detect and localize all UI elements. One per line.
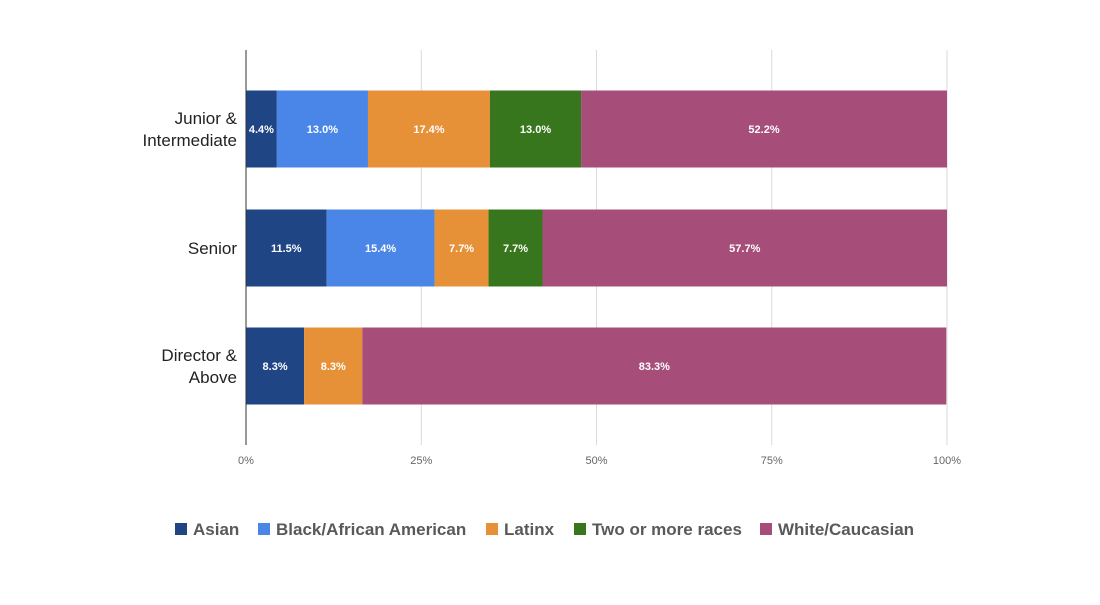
bar-segment [304,327,363,405]
legend-swatch [486,523,498,535]
category-label: Senior [188,239,237,258]
data-label: 11.5% [271,243,302,255]
bar-segment [581,90,947,168]
bar-segment [246,327,305,405]
legend-label: Asian [193,520,239,539]
bar-segment [488,209,543,287]
x-tick-label: 0% [238,455,254,467]
x-tick-label: 25% [410,455,432,467]
data-label: 8.3% [321,361,346,373]
legend-swatch [175,523,187,535]
data-label: 17.4% [413,124,444,136]
bar-segment [276,90,368,168]
bar-segment [489,90,582,168]
legend-label: Latinx [504,520,555,539]
bar-segment [362,327,947,405]
data-label: 52.2% [748,124,779,136]
legend-label: Two or more races [592,520,742,539]
data-label: 4.4% [249,124,274,136]
bar-segment [326,209,435,287]
data-label: 13.0% [520,124,551,136]
category-label: Intermediate [143,131,238,150]
data-label: 15.4% [365,243,396,255]
bar-segment [542,209,947,287]
x-tick-label: 50% [585,455,607,467]
legend-swatch [760,523,772,535]
bar-segment [246,90,277,168]
category-label: Junior & [175,109,238,128]
data-label: 13.0% [307,124,338,136]
legend-swatch [258,523,270,535]
x-tick-label: 100% [933,455,961,467]
data-label: 7.7% [503,243,528,255]
data-label: 83.3% [639,361,670,373]
bar-segment [367,90,490,168]
category-label: Above [189,368,237,387]
legend-label: Black/African American [276,520,466,539]
legend-swatch [574,523,586,535]
legend-label: White/Caucasian [778,520,914,539]
x-tick-label: 75% [761,455,783,467]
category-label: Director & [161,346,237,365]
data-label: 8.3% [263,361,288,373]
data-label: 7.7% [449,243,474,255]
bar-segment [246,209,327,287]
data-label: 57.7% [729,243,760,255]
bar-segment [434,209,489,287]
